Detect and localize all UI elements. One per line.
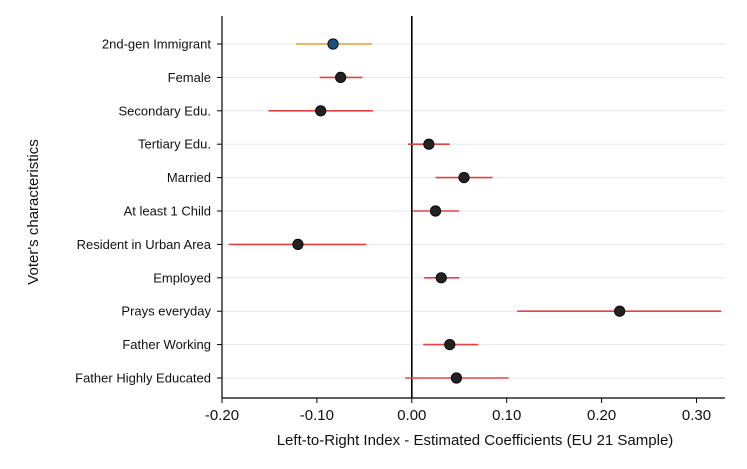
coefficient-point [335,71,347,84]
y-tick-label: Father Working [122,337,211,352]
y-tick-label: At least 1 Child [124,204,211,219]
point-layer [292,38,626,384]
x-tick-label: 0.00 [397,407,426,424]
grid-layer [222,43,725,379]
coefficient-point [444,338,456,351]
y-axis-title: Voter's characteristics [25,139,42,284]
y-tick-label: Tertiary Edu. [138,137,211,152]
y-tick-label: Female [168,70,211,85]
coefficient-point [450,372,463,384]
x-tick-label: -0.20 [205,407,239,424]
x-axis-title: Left-to-Right Index - Estimated Coeffici… [277,432,674,449]
coefficient-point [429,205,442,217]
y-tick-label: Employed [153,270,211,285]
x-tick-label: 0.30 [682,407,711,424]
coefficient-point [315,105,327,117]
coefficient-point [292,238,304,250]
coefficient-point [435,272,447,284]
coefficient-point [423,138,435,150]
coefficient-point [614,305,626,317]
y-tick-label: Father Highly Educated [75,371,211,386]
x-tick-label: 0.20 [587,407,616,424]
axis-layer: -0.20 -0.10 0.00 0.10 0.20 0.30 [205,16,725,424]
y-tick-label: Secondary Edu. [118,103,211,118]
label-layer: 2nd-gen Immigrant Female Secondary Edu. Ter… [75,37,212,386]
y-tick-label: Resident in Urban Area [77,237,212,252]
y-tick-label: 2nd-gen Immigrant [102,37,211,52]
x-tick-label: 0.10 [492,407,521,424]
x-tick-label: -0.10 [300,407,334,424]
coefficient-point [458,172,470,184]
coefficient-point [327,38,339,50]
y-tick-label: Prays everyday [121,304,211,319]
y-tick-label: Married [167,170,211,185]
